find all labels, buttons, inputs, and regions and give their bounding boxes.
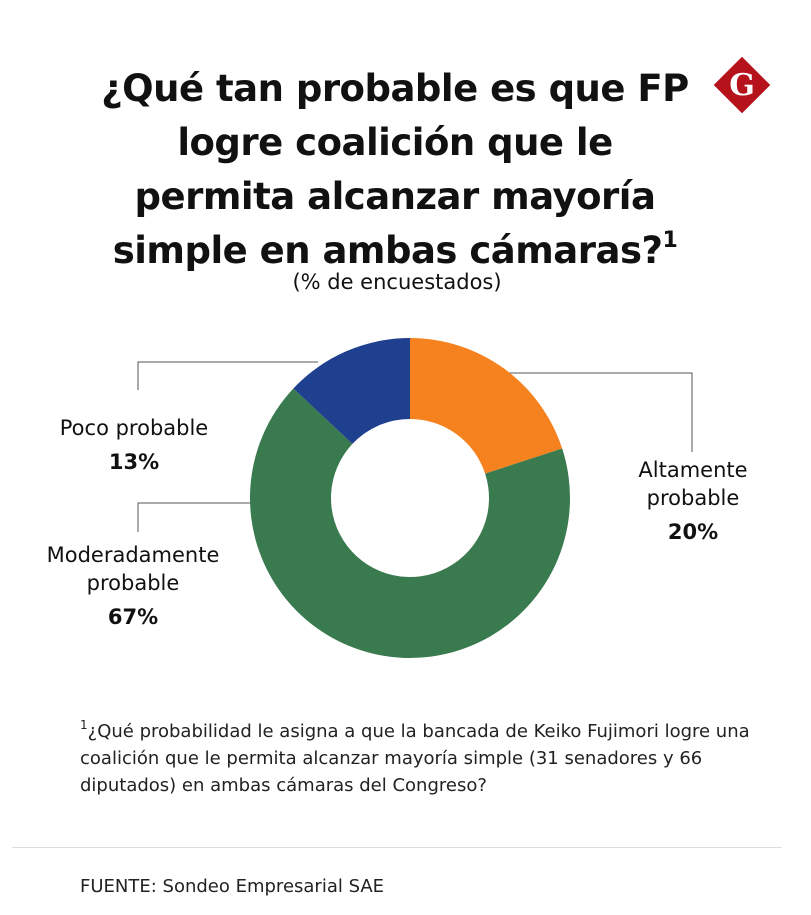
title-note-marker: 1 bbox=[662, 228, 678, 253]
category-label: Altamente probable bbox=[638, 458, 748, 510]
donut-slice bbox=[249, 388, 570, 658]
leader-lines bbox=[137, 361, 693, 532]
footnote-block: 1¿Qué probabilidad le asigna a que la ba… bbox=[80, 718, 770, 799]
leader-line bbox=[495, 372, 693, 452]
footnote-marker: 1 bbox=[80, 718, 88, 732]
leader-line bbox=[137, 361, 318, 390]
slice-label: Moderadamente probable 67% bbox=[23, 541, 243, 631]
chart-title: ¿Qué tan probable es que FP logre coalic… bbox=[101, 67, 689, 272]
slice-label: Altamente probable 20% bbox=[618, 456, 768, 546]
chart-subtitle: (% de encuestados) bbox=[292, 270, 502, 294]
category-label: Poco probable bbox=[59, 416, 209, 440]
leader-line bbox=[137, 502, 252, 532]
donut-slice bbox=[410, 338, 563, 474]
donut-slice bbox=[293, 338, 410, 444]
chart-title-block: ¿Qué tan probable es que FP logre coalic… bbox=[100, 62, 690, 278]
footnote: ¿Qué probabilidad le asigna a que la ban… bbox=[80, 721, 750, 796]
value-label: 67% bbox=[107, 605, 159, 629]
donut-chart bbox=[137, 338, 693, 658]
divider bbox=[12, 847, 782, 848]
slice-label: Poco probable 13% bbox=[24, 414, 244, 476]
value-label: 20% bbox=[667, 520, 719, 544]
source: FUENTE: Sondeo Empresarial SAE bbox=[80, 876, 385, 897]
category-label: Moderadamente probable bbox=[46, 543, 220, 595]
value-label: 13% bbox=[108, 450, 160, 474]
logo-text: G bbox=[729, 68, 755, 103]
